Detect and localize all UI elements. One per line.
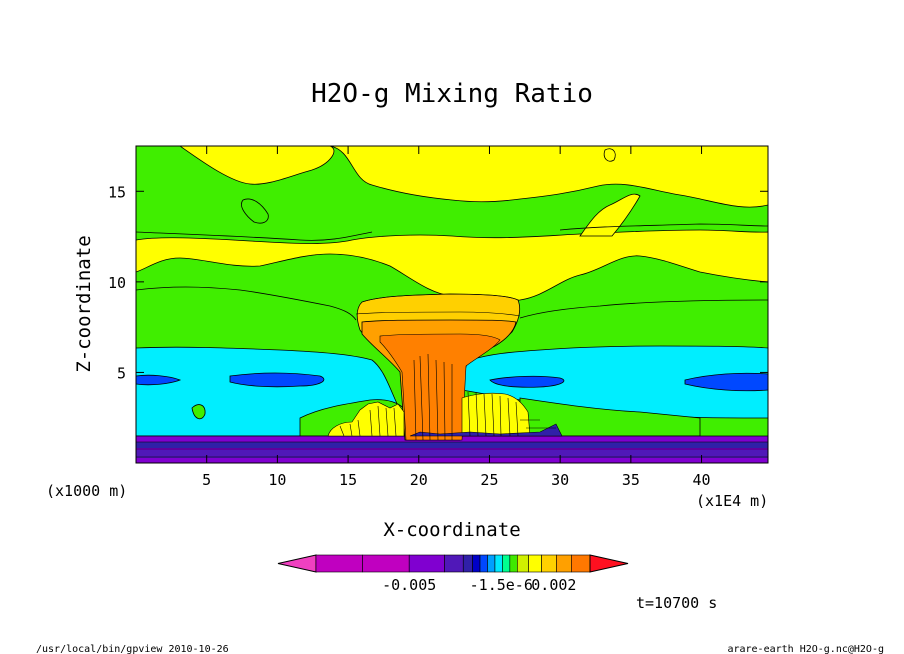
legend-swatch	[528, 554, 542, 573]
contour-fills	[136, 146, 768, 463]
fill-cells-dark	[409, 423, 563, 437]
x-unit-label: (x1E4 m)	[696, 492, 768, 510]
fill-anvil-orange	[379, 333, 501, 441]
fill-purple-strip	[136, 450, 768, 458]
x-axis-label: X-coordinate	[383, 519, 520, 541]
y-unit-label: (x1000 m)	[46, 482, 127, 500]
x-tick-label: 35	[622, 471, 640, 489]
x-axis-ticks: 5 10 15 20 25 30 35 40	[202, 146, 711, 489]
y-tick-label: 5	[117, 364, 126, 382]
storm-core-lines	[339, 293, 556, 441]
time-annotation: t=10700 s	[636, 594, 717, 612]
legend-swatch	[315, 554, 363, 573]
color-legend	[277, 554, 629, 573]
legend-swatch	[509, 554, 518, 573]
y-axis-ticks: 5 10 15	[108, 183, 768, 382]
fill-yellow-blob-left	[241, 198, 269, 224]
legend-underflow-triangle	[277, 554, 317, 573]
legend-swatch	[472, 554, 481, 573]
legend-swatch	[517, 554, 529, 573]
fill-green-lower-left	[191, 404, 206, 420]
x-tick-label: 15	[339, 471, 357, 489]
legend-swatch	[556, 554, 572, 573]
x-tick-label: 20	[410, 471, 428, 489]
legend-labels: -0.005 -1.5e-60.002	[382, 576, 576, 594]
fill-blue-left	[136, 374, 182, 386]
fill-green-right	[519, 397, 701, 437]
fill-yellow-blob-far	[603, 148, 616, 162]
legend-swatch	[479, 554, 488, 573]
legend-swatch	[444, 554, 464, 573]
fill-blue-right	[489, 375, 565, 388]
legend-swatch	[571, 554, 591, 573]
legend-swatch	[362, 554, 410, 573]
x-tick-label: 30	[551, 471, 569, 489]
program-footer: /usr/local/bin/gpview 2010-10-26	[36, 644, 229, 654]
fill-blue-left2	[229, 372, 325, 388]
contour-lines	[136, 223, 768, 321]
y-axis-label: Z-coordinate	[73, 235, 95, 372]
legend-tick-label: -0.005	[382, 576, 436, 594]
legend-swatch	[494, 554, 503, 573]
chart-title: H2O-g Mixing Ratio	[311, 79, 593, 109]
fill-blue-right2	[684, 372, 768, 392]
x-tick-label: 40	[693, 471, 711, 489]
fill-violet-strip	[136, 436, 768, 463]
fill-indigo-strip	[136, 442, 768, 448]
legend-swatch	[487, 554, 496, 573]
x-tick-label: 10	[268, 471, 286, 489]
legend-tick-label: -1.5e-6	[470, 576, 533, 594]
x-tick-label: 25	[480, 471, 498, 489]
legend-tick-label: 0.002	[531, 576, 576, 594]
plot-frame	[135, 145, 769, 464]
y-tick-label: 10	[108, 274, 126, 292]
legend-swatch	[502, 554, 511, 573]
legend-overflow-triangle	[589, 554, 629, 573]
fill-cells-yellow	[327, 392, 531, 437]
y-tick-label: 15	[108, 183, 126, 201]
fill-yellow-band	[136, 229, 768, 301]
legend-swatch	[408, 554, 445, 573]
x-tick-label: 5	[202, 471, 211, 489]
legend-swatch	[462, 554, 473, 573]
legend-swatch	[541, 554, 557, 573]
plot-area	[135, 145, 769, 464]
fill-yellow-blob-right	[579, 193, 641, 237]
source-footer: arare-earth_H2O-g.nc@H2O-g	[727, 644, 884, 654]
